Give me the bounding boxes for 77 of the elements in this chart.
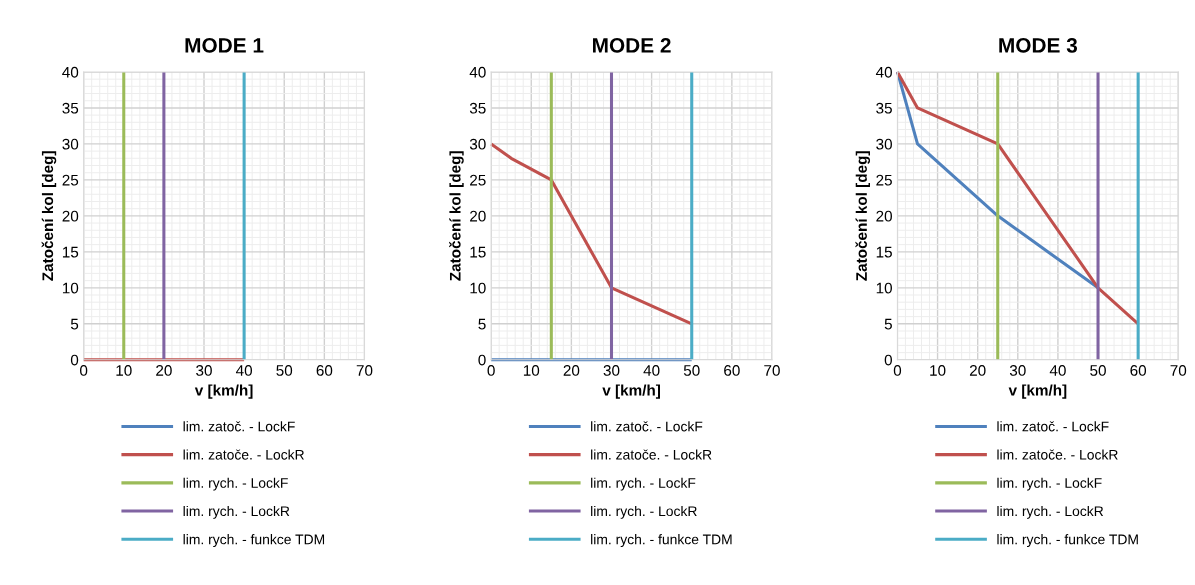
y-axis-title: Zatočení kol [deg] <box>41 151 57 281</box>
y-tick-label: 20 <box>876 210 892 222</box>
y-tick-label: 40 <box>875 66 892 78</box>
line-series <box>895 70 1100 290</box>
x-tick-label: 20 <box>156 365 172 376</box>
legend-label: lim. zatoč. - LockF <box>591 421 703 432</box>
y-tick-label: 10 <box>470 282 486 294</box>
x-tick-label: 60 <box>316 365 333 376</box>
y-axis-title: Zatočení kol [deg] <box>449 151 464 281</box>
x-tick-label: 50 <box>1090 365 1106 376</box>
line-series <box>895 70 1140 326</box>
x-tick-label: 30 <box>196 365 212 376</box>
x-tick-label: 70 <box>1170 365 1187 376</box>
x-tick-label: 10 <box>116 365 132 376</box>
x-tick-label: 30 <box>603 365 620 376</box>
y-tick-label: 15 <box>62 246 79 258</box>
x-tick-label: 70 <box>356 365 373 376</box>
legend-label: lim. rych. - LockF <box>997 477 1102 491</box>
y-tick-label: 20 <box>62 210 79 222</box>
x-tick-label: 0 <box>893 365 902 376</box>
y-tick-label: 35 <box>62 102 79 114</box>
legend-label: lim. zatoče. - LockR <box>997 449 1118 460</box>
y-axis-title: Zatočení kol [deg] <box>855 151 871 281</box>
y-tick-label: 35 <box>876 102 892 114</box>
x-tick-label: 40 <box>1049 365 1066 376</box>
legend-label: lim. rych. - LockF <box>183 477 288 491</box>
x-tick-label: 30 <box>1009 365 1026 376</box>
y-tick-label: 30 <box>469 138 486 150</box>
x-tick-label: 70 <box>764 365 780 376</box>
y-tick-label: 30 <box>62 138 79 150</box>
y-tick-label: 0 <box>70 354 79 366</box>
y-tick-label: 25 <box>470 174 486 186</box>
chart-title: MODE 3 <box>999 37 1078 53</box>
x-tick-label: 20 <box>563 365 580 376</box>
x-axis-title: v [km/h] <box>602 384 660 399</box>
x-tick-label: 0 <box>80 365 88 376</box>
x-tick-label: 20 <box>969 365 986 376</box>
y-tick-label: 0 <box>884 354 892 366</box>
legend-label: lim. zatoč. - LockF <box>997 421 1109 432</box>
legend-label: lim. rych. - LockR <box>997 505 1104 519</box>
y-tick-label: 40 <box>62 66 79 78</box>
y-tick-label: 15 <box>876 246 892 258</box>
legend-label: lim. zatoč. - LockF <box>183 421 295 432</box>
x-tick-label: 10 <box>523 365 540 376</box>
y-tick-label: 20 <box>470 210 486 222</box>
x-tick-label: 60 <box>724 365 740 376</box>
x-tick-label: 60 <box>1130 365 1147 376</box>
chart-title: MODE 1 <box>185 37 264 53</box>
x-tick-label: 0 <box>487 365 495 376</box>
legend-label: lim. rych. - funkce TDM <box>591 534 732 548</box>
x-tick-label: 50 <box>276 365 293 376</box>
y-tick-label: 10 <box>62 282 79 294</box>
x-axis-title: v [km/h] <box>194 384 253 399</box>
y-tick-label: 15 <box>470 246 486 258</box>
x-tick-label: 40 <box>643 365 660 376</box>
y-tick-label: 25 <box>876 174 892 186</box>
legend-label: lim. rych. - LockR <box>591 505 697 519</box>
legend-label: lim. zatoče. - LockR <box>183 449 304 460</box>
legend-label: lim. rych. - LockR <box>183 505 290 519</box>
y-tick-label: 40 <box>469 66 486 78</box>
y-tick-label: 30 <box>876 138 892 150</box>
legend-label: lim. rych. - funkce TDM <box>183 534 325 548</box>
y-tick-label: 35 <box>469 102 486 114</box>
legend-label: lim. rych. - LockF <box>591 477 696 491</box>
y-tick-label: 0 <box>478 354 486 366</box>
x-tick-label: 10 <box>930 365 946 376</box>
x-tick-label: 50 <box>683 365 700 376</box>
x-tick-label: 40 <box>235 365 253 376</box>
legend-label: lim. zatoče. - LockR <box>591 449 712 460</box>
x-axis-title: v [km/h] <box>1008 384 1067 399</box>
chart-title: MODE 2 <box>593 37 671 53</box>
y-tick-label: 5 <box>70 318 79 330</box>
y-tick-label: 5 <box>884 318 892 330</box>
y-tick-label: 10 <box>876 282 892 294</box>
y-tick-label: 5 <box>478 318 486 330</box>
legend-label: lim. rych. - funkce TDM <box>997 534 1138 548</box>
y-tick-label: 25 <box>62 174 79 186</box>
